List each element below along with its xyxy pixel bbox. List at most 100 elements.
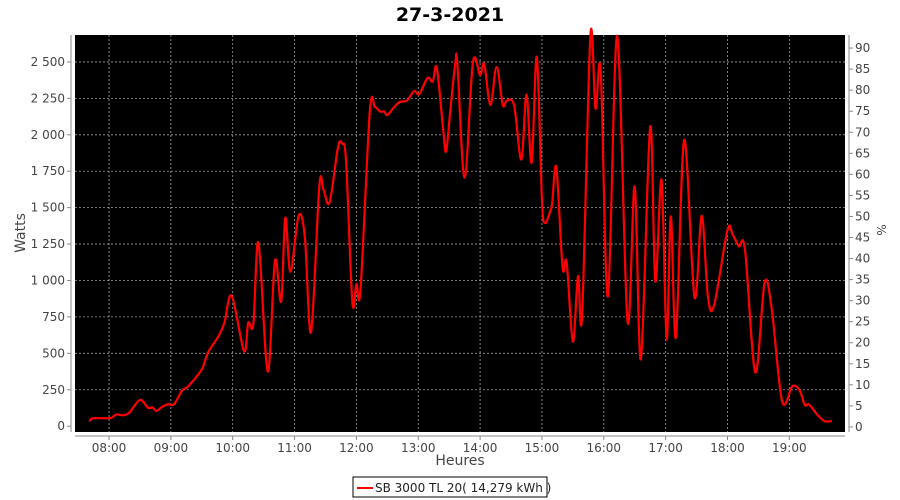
data-point (231, 295, 233, 297)
data-point (541, 199, 543, 201)
data-point (616, 35, 618, 37)
y2-tick-label: 30 (855, 294, 870, 308)
data-point (147, 407, 149, 409)
data-point (329, 201, 331, 204)
data-point (804, 404, 806, 406)
data-point (589, 35, 591, 37)
data-point (413, 90, 415, 92)
data-point (252, 323, 254, 325)
data-point (536, 56, 538, 58)
y2-tick-label: 35 (855, 273, 870, 287)
data-point (513, 105, 515, 107)
data-point (383, 110, 385, 113)
data-point (374, 106, 376, 108)
x-tick-label: 18:00 (710, 441, 745, 455)
y2-tick-label: 60 (855, 167, 870, 181)
data-point (551, 201, 553, 204)
data-point (406, 99, 408, 102)
data-point (531, 161, 533, 164)
data-point (88, 420, 91, 422)
data-point (92, 417, 95, 419)
x-tick-label: 10:00 (215, 441, 250, 455)
data-point (707, 295, 709, 298)
data-point (449, 110, 451, 113)
data-point (816, 413, 818, 416)
y2-ticks: 0 5 10 15 20 25 30 35 40 45 50 55 60 65 70 75 80 85 90 (849, 41, 870, 434)
data-point (139, 399, 141, 401)
data-point (304, 236, 306, 239)
y-axis-label: Watts (13, 213, 29, 253)
x-tick-label: 12:00 (339, 441, 374, 455)
data-point (129, 411, 131, 413)
y2-tick-label: 75 (855, 104, 870, 118)
data-point (525, 94, 528, 96)
data-point (506, 99, 508, 102)
x-tick-label: 13:00 (401, 441, 436, 455)
data-point (634, 185, 636, 188)
data-point (167, 403, 169, 405)
data-point (555, 166, 557, 169)
data-point (355, 283, 358, 285)
data-point (115, 413, 117, 416)
data-point (280, 301, 282, 303)
data-point (267, 370, 269, 373)
y-tick-label: 1 250 (31, 237, 65, 251)
data-point (322, 188, 325, 191)
data-point (660, 179, 663, 181)
legend-box (352, 476, 548, 498)
y-ticks: 0 250 500 750 1 000 1 250 1 500 1 750 2 000 2 250… (31, 55, 71, 433)
data-point (771, 309, 773, 311)
data-point (600, 70, 602, 72)
y-tick-label: 0 (57, 419, 65, 433)
x-tick-label: 11:00 (277, 441, 312, 455)
data-point (173, 403, 175, 405)
data-point (479, 74, 481, 76)
data-point (298, 215, 300, 217)
data-point (649, 126, 651, 128)
y2-tick-label: 45 (855, 230, 870, 244)
data-point (754, 371, 756, 373)
data-point (318, 185, 320, 188)
y2-tick-label: 50 (855, 209, 870, 223)
x-tick-label: 19:00 (772, 441, 807, 455)
data-point (544, 222, 546, 224)
y-tick-label: 250 (42, 383, 65, 397)
y-tick-label: 1 500 (31, 201, 65, 215)
data-point (247, 322, 249, 324)
data-point (442, 126, 444, 129)
data-point (432, 81, 434, 83)
data-point (675, 336, 677, 338)
data-point (155, 410, 158, 412)
x-tick-label: 08:00 (92, 441, 127, 455)
data-point (489, 104, 492, 106)
y2-tick-label: 40 (855, 252, 870, 266)
data-point (392, 107, 395, 109)
data-point (566, 261, 568, 263)
grid (75, 35, 845, 432)
data-point (791, 385, 794, 387)
data-point (666, 338, 668, 341)
y2-tick-label: 70 (855, 125, 870, 139)
legend-label: SB 3000 TL 20( 14,279 kWh ) (375, 481, 551, 495)
data-point (418, 93, 420, 95)
data-point (201, 368, 203, 370)
x-tick-label: 16:00 (586, 441, 621, 455)
y2-tick-label: 65 (855, 146, 870, 160)
series-points (88, 35, 833, 422)
data-point (713, 304, 715, 306)
y-tick-label: 2 000 (31, 128, 65, 142)
y2-tick-label: 15 (855, 357, 870, 371)
data-point (122, 414, 125, 416)
data-point (581, 314, 583, 316)
y2-tick-label: 5 (855, 399, 863, 413)
data-point (744, 249, 746, 251)
data-point (830, 420, 833, 422)
data-point (436, 67, 438, 69)
data-point (445, 150, 447, 153)
data-point (217, 335, 219, 338)
y-tick-label: 750 (42, 310, 65, 324)
y-tick-label: 500 (42, 346, 65, 360)
data-point (577, 275, 579, 277)
data-point (726, 229, 729, 231)
data-point (464, 177, 466, 179)
